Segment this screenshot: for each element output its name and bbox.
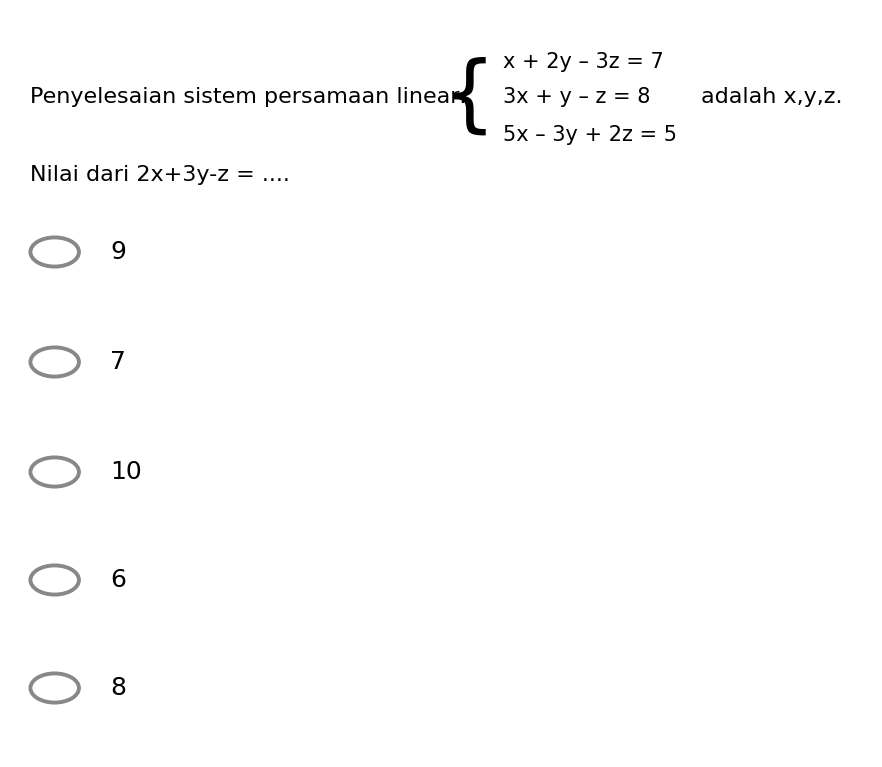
Text: {: { xyxy=(443,57,496,137)
Text: 10: 10 xyxy=(110,460,142,484)
Text: 9: 9 xyxy=(110,240,126,264)
Text: x + 2y – 3z = 7: x + 2y – 3z = 7 xyxy=(503,52,663,72)
Text: Penyelesaian sistem persamaan linear:: Penyelesaian sistem persamaan linear: xyxy=(30,87,467,107)
Text: 5x – 3y + 2z = 5: 5x – 3y + 2z = 5 xyxy=(503,125,676,145)
Text: adalah x,y,z.: adalah x,y,z. xyxy=(701,87,842,107)
Text: 7: 7 xyxy=(110,350,126,374)
Text: 3x + y – z = 8: 3x + y – z = 8 xyxy=(503,87,650,107)
Text: 8: 8 xyxy=(110,676,126,700)
Text: 6: 6 xyxy=(110,568,126,592)
Text: Nilai dari 2x+3y-z = ....: Nilai dari 2x+3y-z = .... xyxy=(30,165,290,185)
